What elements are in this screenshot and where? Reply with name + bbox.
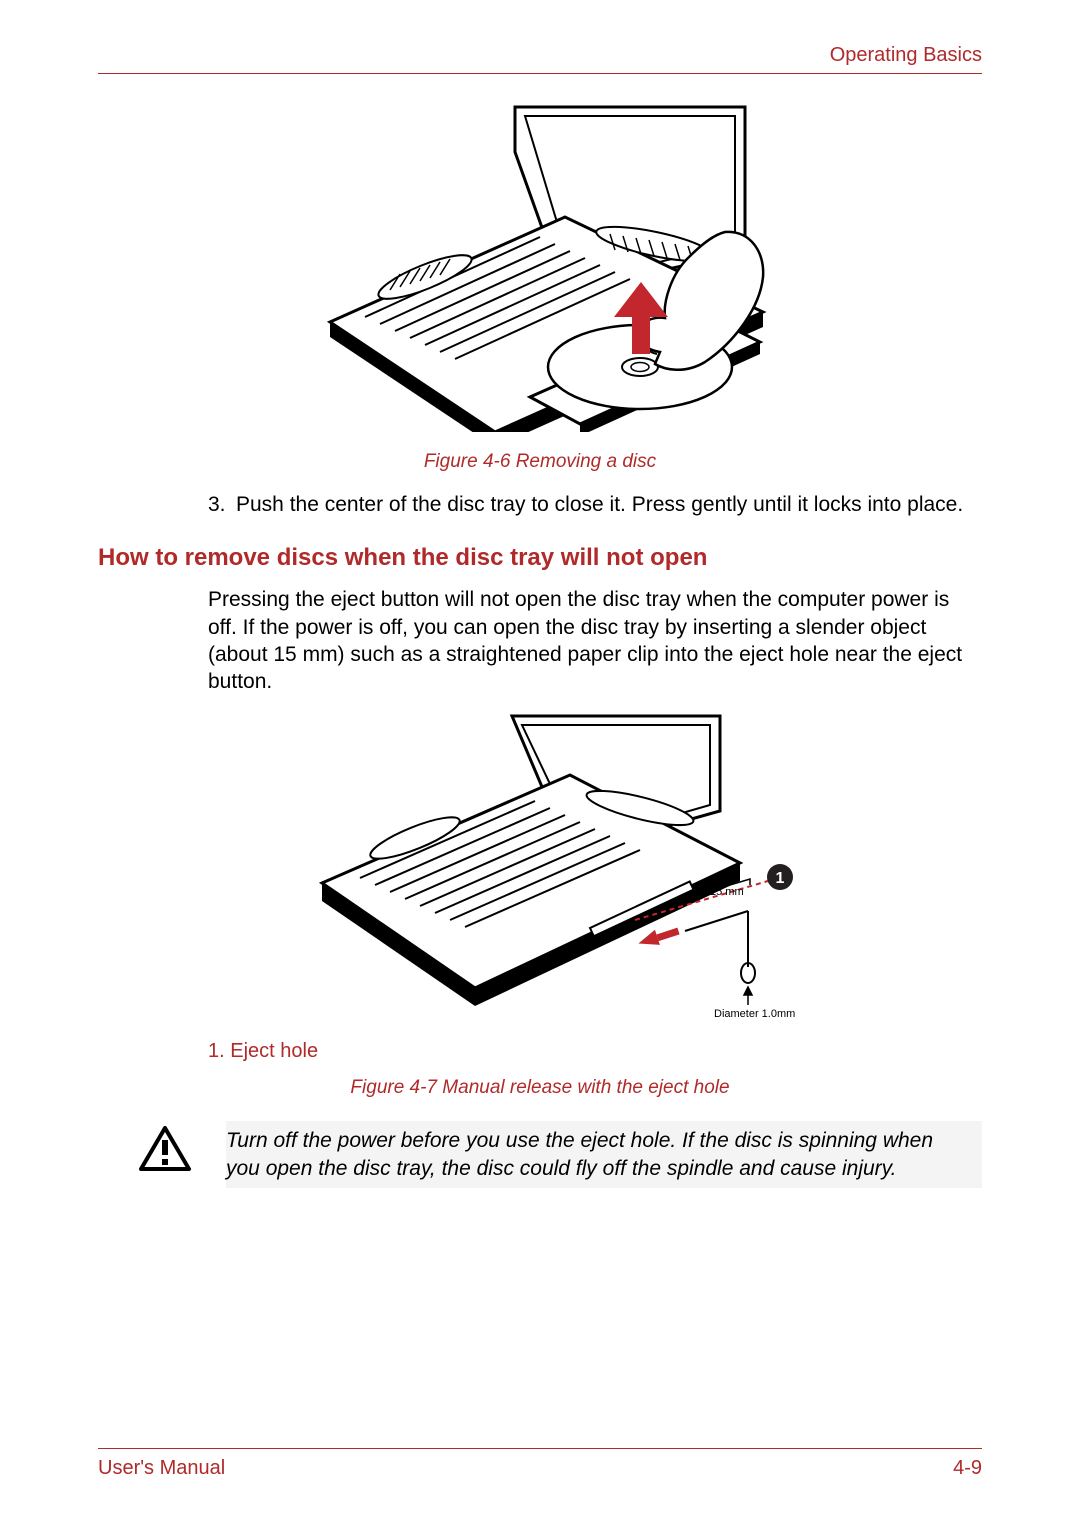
label-15mm: 15 mm xyxy=(710,886,744,898)
footer-left: User's Manual xyxy=(98,1457,225,1480)
callout-1-number: 1 xyxy=(776,870,785,887)
label-diameter: Diameter 1.0mm xyxy=(714,1008,795,1020)
eject-hole-illustration: 1 15 mm Diameter 1.0mm xyxy=(270,713,810,1023)
warning-icon xyxy=(138,1125,192,1173)
header-section-label: Operating Basics xyxy=(98,44,982,67)
section-heading: How to remove discs when the disc tray w… xyxy=(98,544,982,572)
figure-4-7: 1 15 mm Diameter 1.0mm xyxy=(98,713,982,1028)
figure-4-6 xyxy=(98,102,982,437)
step-3: 3. Push the center of the disc tray to c… xyxy=(208,491,982,518)
footer-right: 4-9 xyxy=(953,1457,982,1480)
page-footer: User's Manual 4-9 xyxy=(98,1448,982,1480)
caution-block: Turn off the power before you use the ej… xyxy=(138,1121,982,1188)
figure-4-6-caption: Figure 4-6 Removing a disc xyxy=(98,451,982,473)
figure-legend: 1. Eject hole xyxy=(208,1040,982,1063)
figure-4-7-caption: Figure 4-7 Manual release with the eject… xyxy=(98,1077,982,1099)
header-rule xyxy=(98,73,982,74)
caution-text: Turn off the power before you use the ej… xyxy=(226,1121,982,1188)
removing-disc-illustration xyxy=(305,102,775,432)
step-number: 3. xyxy=(208,491,236,518)
footer-rule xyxy=(98,1448,982,1449)
body-paragraph: Pressing the eject button will not open … xyxy=(208,586,982,695)
step-text: Push the center of the disc tray to clos… xyxy=(236,491,963,518)
